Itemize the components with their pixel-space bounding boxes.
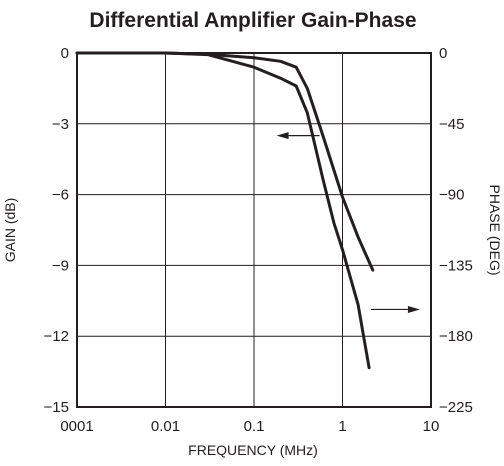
gain-axis-arrow-head (276, 132, 289, 140)
x-tick-label: 10 (423, 418, 440, 435)
phase-curve (75, 51, 371, 370)
y-tick-label-left: 0 (61, 45, 69, 62)
y-tick-label-left: −9 (52, 257, 69, 274)
chart-title: Differential Amplifier Gain-Phase (89, 9, 416, 32)
y-tick-label-left: −6 (52, 187, 69, 204)
phase-axis-arrow-head (407, 305, 420, 313)
curves (75, 51, 375, 370)
y-axis-title-right: PHASE (DEG) (487, 184, 503, 275)
x-tick-label: 1 (338, 418, 346, 435)
y-tick-label-right: −225 (439, 399, 473, 416)
grid (76, 52, 432, 408)
y-tick-label-right: 0 (439, 45, 447, 62)
x-axis-title: FREQUENCY (MHz) (188, 442, 318, 458)
y-tick-label-right: −90 (439, 187, 464, 204)
x-tick-label: 0.1 (244, 418, 265, 435)
y-tick-label-left: −3 (52, 116, 69, 133)
annotations (276, 132, 420, 313)
y-axis-title-left: GAIN (dB) (2, 198, 18, 263)
plot-frame (76, 52, 432, 408)
gain-curve (75, 51, 375, 272)
y-tick-label-left: −12 (44, 328, 69, 345)
y-tick-label-right: −135 (439, 257, 473, 274)
y-tick-label-left: −15 (44, 399, 69, 416)
y-tick-label-right: −45 (439, 116, 464, 133)
y-tick-label-right: −180 (439, 328, 473, 345)
x-tick-label: 0001 (60, 418, 93, 435)
x-tick-label: 0.01 (151, 418, 180, 435)
tick-labels: 0001 0.01 0.1 1 10 0 −3 −6 −9 −12 −15 0 −45 −90 −135 −1… (44, 45, 473, 435)
